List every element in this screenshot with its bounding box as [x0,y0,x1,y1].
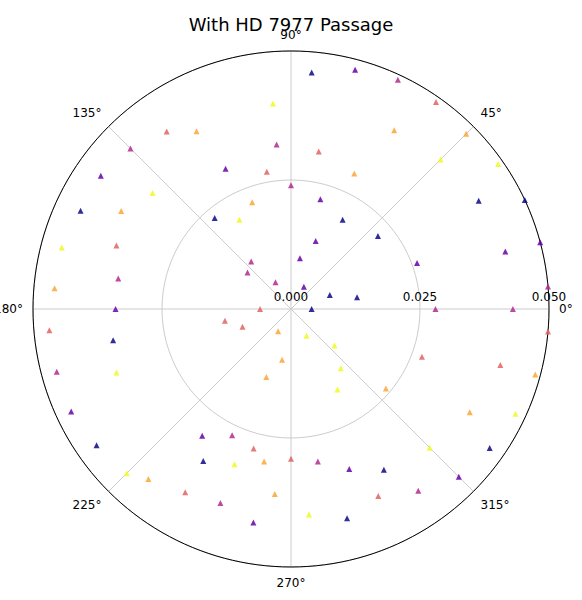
svg-text:135°: 135° [73,106,102,120]
svg-text:225°: 225° [73,498,102,512]
svg-text:90°: 90° [280,28,302,42]
svg-text:180°: 180° [0,302,23,316]
svg-text:45°: 45° [481,106,502,120]
svg-text:0.025: 0.025 [403,290,437,304]
svg-text:315°: 315° [481,498,510,512]
svg-text:270°: 270° [277,576,306,590]
svg-text:With HD 7977 Passage: With HD 7977 Passage [189,14,394,35]
svg-text:0°: 0° [559,302,573,316]
svg-text:0.000: 0.000 [274,290,308,304]
svg-text:0.050: 0.050 [532,290,566,304]
